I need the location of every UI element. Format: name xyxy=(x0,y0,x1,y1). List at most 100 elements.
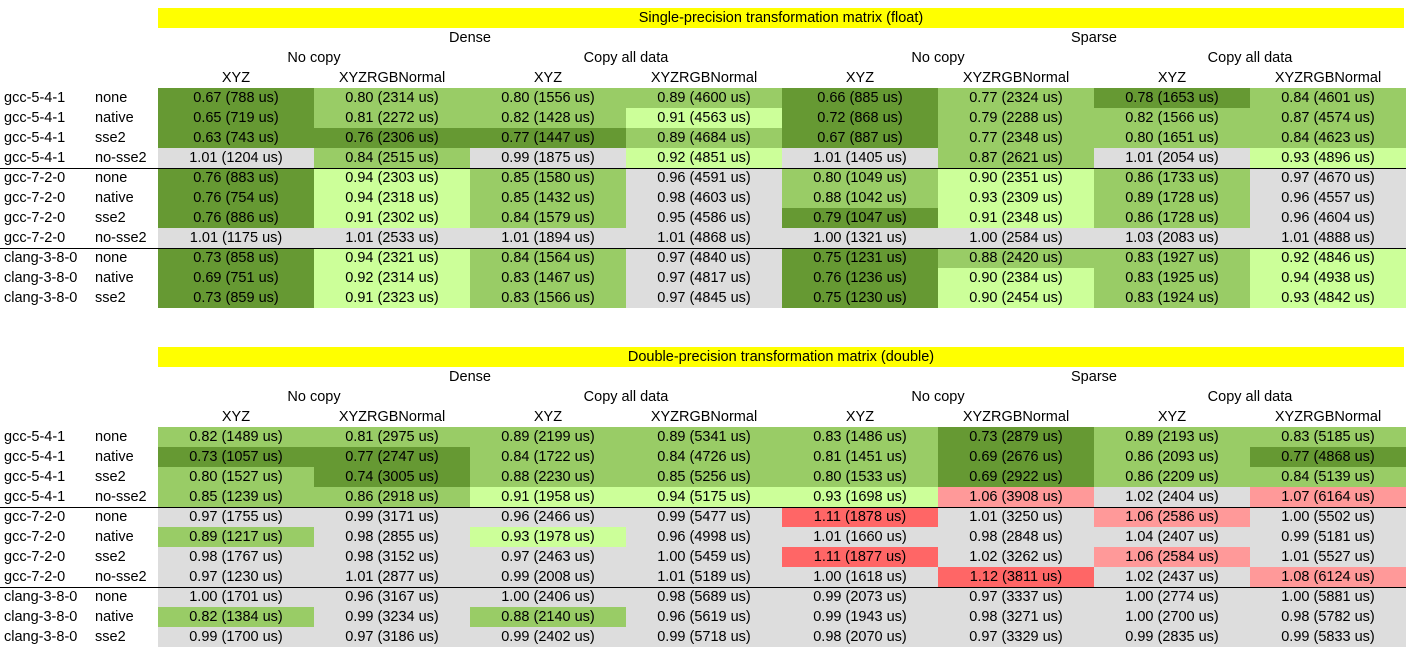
column-header: XYZRGBNormal xyxy=(338,409,446,425)
data-cell: 0.77 (2348 us) xyxy=(938,128,1094,148)
data-cell: 0.98 (3152 us) xyxy=(314,547,470,567)
data-cell: 0.73 (858 us) xyxy=(158,248,314,268)
data-cell: 0.76 (883 us) xyxy=(158,168,314,188)
data-cell: 1.01 (2054 us) xyxy=(1094,148,1250,168)
data-cell: 0.96 (5619 us) xyxy=(626,607,782,627)
table-title: Single-precision transformation matrix (… xyxy=(158,8,1404,28)
row-compiler: gcc-7-2-0 xyxy=(4,549,66,565)
data-cell: 1.00 (1618 us) xyxy=(782,567,938,587)
row-flag: sse2 xyxy=(95,469,126,485)
row-compiler: gcc-5-4-1 xyxy=(4,449,66,465)
data-cell: 1.01 (4888 us) xyxy=(1250,228,1406,248)
data-cell: 0.79 (1047 us) xyxy=(782,208,938,228)
data-cell: 0.97 (4845 us) xyxy=(626,288,782,308)
subgroup-header: Copy all data xyxy=(583,50,669,66)
data-cell: 0.88 (1042 us) xyxy=(782,188,938,208)
data-cell: 0.99 (1700 us) xyxy=(158,627,314,647)
data-cell: 0.87 (4574 us) xyxy=(1250,108,1406,128)
data-cell: 0.83 (1566 us) xyxy=(470,288,626,308)
data-cell: 0.84 (4726 us) xyxy=(626,447,782,467)
data-cell: 0.74 (3005 us) xyxy=(314,467,470,487)
data-cell: 0.82 (1428 us) xyxy=(470,108,626,128)
data-cell: 0.97 (4840 us) xyxy=(626,248,782,268)
data-cell: 1.00 (1701 us) xyxy=(158,587,314,607)
data-cell: 0.82 (1489 us) xyxy=(158,427,314,447)
row-compiler: gcc-7-2-0 xyxy=(4,170,66,186)
subgroup-header: No copy xyxy=(287,50,341,66)
data-cell: 0.83 (1925 us) xyxy=(1094,268,1250,288)
data-cell: 0.83 (1927 us) xyxy=(1094,248,1250,268)
data-cell: 0.99 (2835 us) xyxy=(1094,627,1250,647)
data-cell: 0.94 (5175 us) xyxy=(626,487,782,507)
group-separator xyxy=(0,587,1406,588)
data-cell: 0.65 (719 us) xyxy=(158,108,314,128)
data-cell: 0.93 (4842 us) xyxy=(1250,288,1406,308)
data-cell: 0.84 (4601 us) xyxy=(1250,88,1406,108)
row-compiler: clang-3-8-0 xyxy=(4,629,78,645)
row-flag: sse2 xyxy=(95,130,126,146)
row-flag: native xyxy=(95,609,134,625)
data-cell: 0.84 (1579 us) xyxy=(470,208,626,228)
data-cell: 1.00 (2774 us) xyxy=(1094,587,1250,607)
group-header: Dense xyxy=(449,369,491,385)
data-cell: 0.63 (743 us) xyxy=(158,128,314,148)
data-cell: 1.07 (6164 us) xyxy=(1250,487,1406,507)
row-flag: no-sse2 xyxy=(95,569,147,585)
data-cell: 0.85 (1580 us) xyxy=(470,168,626,188)
data-cell: 1.00 (5502 us) xyxy=(1250,507,1406,527)
data-cell: 0.83 (1467 us) xyxy=(470,268,626,288)
column-header: XYZRGBNormal xyxy=(962,409,1070,425)
data-cell: 0.69 (2676 us) xyxy=(938,447,1094,467)
data-cell: 1.03 (2083 us) xyxy=(1094,228,1250,248)
data-cell: 0.97 (4817 us) xyxy=(626,268,782,288)
row-flag: no-sse2 xyxy=(95,489,147,505)
data-cell: 0.96 (4998 us) xyxy=(626,527,782,547)
data-cell: 0.89 (2193 us) xyxy=(1094,427,1250,447)
data-cell: 0.92 (4846 us) xyxy=(1250,248,1406,268)
data-cell: 0.69 (2922 us) xyxy=(938,467,1094,487)
data-cell: 0.67 (887 us) xyxy=(782,128,938,148)
data-cell: 0.89 (1217 us) xyxy=(158,527,314,547)
data-cell: 0.80 (1049 us) xyxy=(782,168,938,188)
group-header: Dense xyxy=(449,30,491,46)
column-header: XYZRGBNormal xyxy=(1274,70,1382,86)
data-cell: 1.00 (2700 us) xyxy=(1094,607,1250,627)
data-cell: 0.88 (2420 us) xyxy=(938,248,1094,268)
row-compiler: clang-3-8-0 xyxy=(4,290,78,306)
data-cell: 0.96 (4591 us) xyxy=(626,168,782,188)
data-cell: 0.84 (2515 us) xyxy=(314,148,470,168)
column-header: XYZRGBNormal xyxy=(1274,409,1382,425)
data-cell: 1.02 (2437 us) xyxy=(1094,567,1250,587)
data-cell: 1.06 (3908 us) xyxy=(938,487,1094,507)
row-flag: native xyxy=(95,270,134,286)
data-cell: 0.91 (2348 us) xyxy=(938,208,1094,228)
data-cell: 1.06 (2584 us) xyxy=(1094,547,1250,567)
data-cell: 1.01 (1204 us) xyxy=(158,148,314,168)
data-cell: 1.01 (1660 us) xyxy=(782,527,938,547)
data-cell: 0.83 (1486 us) xyxy=(782,427,938,447)
column-header: XYZRGBNormal xyxy=(650,409,758,425)
data-cell: 0.92 (2314 us) xyxy=(314,268,470,288)
row-compiler: gcc-5-4-1 xyxy=(4,489,66,505)
row-compiler: gcc-7-2-0 xyxy=(4,569,66,585)
data-cell: 0.67 (788 us) xyxy=(158,88,314,108)
row-flag: none xyxy=(95,250,128,266)
data-cell: 0.99 (1875 us) xyxy=(470,148,626,168)
row-compiler: clang-3-8-0 xyxy=(4,270,78,286)
data-cell: 0.95 (4586 us) xyxy=(626,208,782,228)
data-cell: 0.99 (3171 us) xyxy=(314,507,470,527)
data-cell: 0.73 (1057 us) xyxy=(158,447,314,467)
data-cell: 0.85 (5256 us) xyxy=(626,467,782,487)
data-cell: 0.94 (4938 us) xyxy=(1250,268,1406,288)
data-cell: 1.11 (1878 us) xyxy=(782,507,938,527)
data-cell: 1.00 (2584 us) xyxy=(938,228,1094,248)
data-cell: 0.99 (2008 us) xyxy=(470,567,626,587)
data-cell: 1.11 (1877 us) xyxy=(782,547,938,567)
subgroup-header: No copy xyxy=(287,389,341,405)
data-cell: 1.01 (5527 us) xyxy=(1250,547,1406,567)
column-header: XYZ xyxy=(845,70,875,86)
data-cell: 0.94 (2318 us) xyxy=(314,188,470,208)
subgroup-header: Copy all data xyxy=(1207,389,1293,405)
column-header: XYZ xyxy=(1157,70,1187,86)
